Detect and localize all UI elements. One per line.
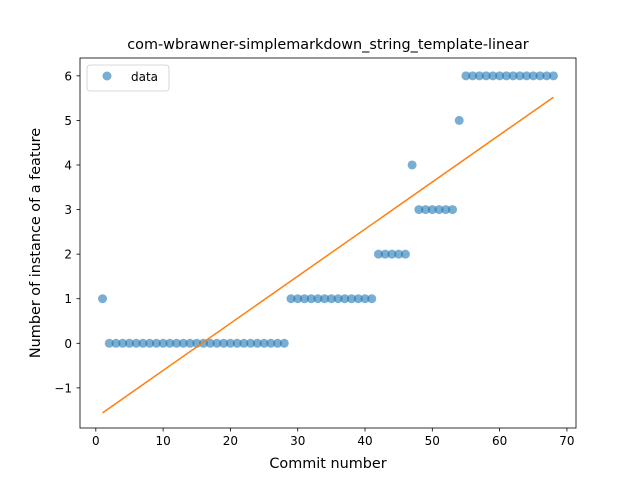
data-point <box>501 71 511 81</box>
data-point <box>219 338 229 348</box>
x-tick-label: 50 <box>425 434 440 448</box>
data-point <box>252 338 262 348</box>
x-tick-label: 20 <box>223 434 238 448</box>
x-tick-label: 70 <box>559 434 574 448</box>
y-tick-label: 6 <box>64 69 72 83</box>
data-point <box>151 338 161 348</box>
data-point <box>367 294 377 304</box>
data-point <box>340 294 350 304</box>
legend-box <box>86 64 170 92</box>
data-point <box>286 294 296 304</box>
y-tick-label: 2 <box>64 248 72 262</box>
data-point <box>165 338 175 348</box>
data-point <box>522 71 532 81</box>
data-point <box>542 71 552 81</box>
data-point <box>515 71 525 81</box>
x-tick-label: 30 <box>290 434 305 448</box>
data-point <box>548 71 558 81</box>
trend-line <box>102 96 554 414</box>
data-point <box>313 294 323 304</box>
data-point <box>347 294 357 304</box>
data-point <box>407 160 417 170</box>
data-point <box>474 71 484 81</box>
y-tick-label: 5 <box>64 114 72 128</box>
data-point <box>104 338 114 348</box>
data-point <box>535 71 545 81</box>
data-point <box>293 294 303 304</box>
data-point <box>111 338 121 348</box>
data-point <box>468 71 478 81</box>
y-tick-label: −1 <box>54 381 72 395</box>
x-tick-label: 10 <box>155 434 170 448</box>
data-point <box>441 205 451 215</box>
data-point <box>427 205 437 215</box>
data-point <box>205 338 215 348</box>
data-point <box>185 338 195 348</box>
x-tick-label: 0 <box>92 434 100 448</box>
data-point <box>158 338 168 348</box>
data-point <box>481 71 491 81</box>
x-axis-label: Commit number <box>269 456 386 472</box>
data-point <box>232 338 242 348</box>
data-point <box>454 115 464 125</box>
legend-label-data: data <box>131 70 158 84</box>
data-point <box>306 294 316 304</box>
data-point <box>138 338 148 348</box>
y-tick-label: 4 <box>64 158 72 172</box>
data-point <box>421 205 431 215</box>
data-point <box>212 338 222 348</box>
data-point <box>414 205 424 215</box>
data-point <box>461 71 471 81</box>
data-point <box>98 294 108 304</box>
legend-marker-data <box>102 71 112 81</box>
data-point <box>360 294 370 304</box>
data-point <box>508 71 518 81</box>
data-point <box>495 71 505 81</box>
data-point <box>320 294 330 304</box>
data-point <box>273 338 283 348</box>
data-point <box>246 338 256 348</box>
data-point <box>434 205 444 215</box>
x-tick-label: 60 <box>492 434 507 448</box>
data-point <box>299 294 309 304</box>
data-point <box>528 71 538 81</box>
axis-ticks: 0 10 20 30 40 50 60 70 −1 0 1 2 3 4 5 6 <box>54 69 574 448</box>
data-point <box>172 338 182 348</box>
plot-area <box>98 71 558 414</box>
data-point <box>225 338 235 348</box>
data-point <box>400 249 410 259</box>
data-point <box>448 205 457 215</box>
y-tick-label: 0 <box>64 337 72 351</box>
y-tick-label: 3 <box>64 203 72 217</box>
data-point <box>353 294 363 304</box>
data-point <box>124 338 134 348</box>
data-point <box>333 294 343 304</box>
y-tick-label: 1 <box>64 292 72 306</box>
data-point <box>118 338 128 348</box>
data-point <box>266 338 276 348</box>
data-point <box>131 338 141 348</box>
data-point <box>387 249 397 259</box>
y-axis-label: Number of instance of a feature <box>28 128 44 358</box>
data-point <box>394 249 404 259</box>
plot-frame <box>79 57 577 429</box>
legend: data <box>86 64 170 92</box>
data-point <box>259 338 269 348</box>
data-point <box>373 249 383 259</box>
data-point <box>380 249 390 259</box>
x-tick-label: 40 <box>357 434 372 448</box>
chart-title: com-wbrawner-simplemarkdown_string_templ… <box>127 37 529 53</box>
data-point <box>239 338 249 348</box>
data-point <box>326 294 336 304</box>
data-point <box>178 338 188 348</box>
data-point <box>145 338 155 348</box>
data-point <box>279 338 289 348</box>
data-point <box>488 71 498 81</box>
